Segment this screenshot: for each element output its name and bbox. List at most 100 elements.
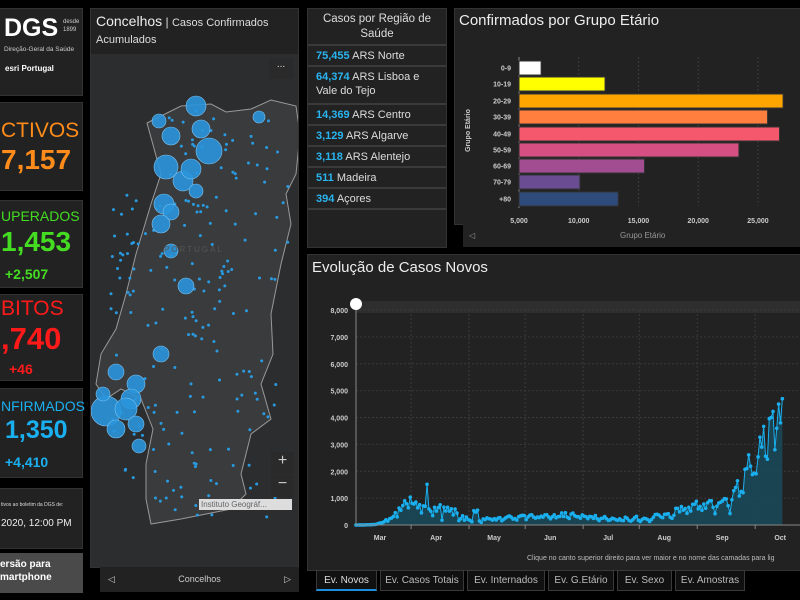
- data-point[interactable]: [442, 505, 446, 509]
- data-point[interactable]: [675, 506, 680, 511]
- concelho-dot[interactable]: [214, 195, 218, 199]
- concelho-dot[interactable]: [226, 259, 230, 263]
- data-point[interactable]: [756, 455, 760, 459]
- case-bubble[interactable]: [177, 277, 195, 295]
- concelho-dot[interactable]: [260, 359, 264, 363]
- data-point[interactable]: [696, 507, 701, 511]
- data-point[interactable]: [634, 514, 639, 519]
- concelho-dot[interactable]: [255, 397, 259, 401]
- data-point[interactable]: [414, 500, 418, 504]
- concelho-dot[interactable]: [143, 232, 147, 236]
- concelho-dot[interactable]: [194, 319, 198, 323]
- tab-ev-g-et-rio[interactable]: Ev. G.Etário: [548, 570, 614, 591]
- concelho-dot[interactable]: [274, 383, 278, 387]
- bar-30-39[interactable]: [518, 109, 769, 125]
- concelho-dot[interactable]: [220, 269, 224, 273]
- map-menu-button[interactable]: ...: [269, 59, 293, 79]
- data-point[interactable]: [746, 453, 751, 457]
- concelho-dot[interactable]: [207, 280, 211, 284]
- concelho-dot[interactable]: [159, 254, 163, 258]
- concelho-dot[interactable]: [276, 150, 280, 154]
- concelho-dot[interactable]: [191, 142, 195, 146]
- case-bubble[interactable]: [127, 415, 145, 433]
- bar-70-79[interactable]: [518, 174, 581, 190]
- data-point[interactable]: [621, 518, 626, 523]
- concelho-dot[interactable]: [189, 382, 193, 386]
- data-point[interactable]: [713, 511, 717, 516]
- data-point[interactable]: [458, 516, 463, 521]
- data-point[interactable]: [735, 478, 740, 483]
- data-point[interactable]: [406, 506, 411, 510]
- concelho-dot[interactable]: [221, 272, 225, 276]
- data-point[interactable]: [677, 510, 682, 514]
- data-point[interactable]: [470, 519, 474, 524]
- bar-10-19[interactable]: [518, 76, 606, 92]
- case-bubble[interactable]: [95, 386, 111, 402]
- data-point[interactable]: [464, 515, 469, 519]
- concelho-dot[interactable]: [255, 163, 259, 167]
- concelho-dot[interactable]: [121, 253, 125, 257]
- concelho-dot[interactable]: [265, 167, 269, 171]
- concelho-dot[interactable]: [126, 290, 130, 294]
- concelho-dot[interactable]: [251, 141, 255, 145]
- data-point[interactable]: [404, 501, 409, 506]
- data-point[interactable]: [393, 510, 398, 515]
- concelho-dot[interactable]: [202, 289, 206, 293]
- concelho-dot[interactable]: [180, 431, 184, 435]
- data-point[interactable]: [758, 435, 762, 439]
- concelho-dot[interactable]: [184, 152, 188, 156]
- concelho-dot[interactable]: [164, 496, 168, 500]
- tab-ev-amostras[interactable]: Ev. Amostras: [675, 570, 745, 591]
- concelho-dot[interactable]: [209, 478, 213, 482]
- data-point[interactable]: [432, 505, 437, 510]
- data-point[interactable]: [728, 511, 732, 516]
- data-point[interactable]: [688, 509, 693, 513]
- data-point[interactable]: [703, 506, 708, 511]
- concelho-dot[interactable]: [193, 465, 197, 469]
- concelho-dot[interactable]: [248, 486, 252, 490]
- concelho-dot[interactable]: [233, 172, 237, 176]
- concelho-dot[interactable]: [140, 433, 144, 437]
- concelho-dot[interactable]: [281, 201, 285, 205]
- data-point[interactable]: [687, 505, 691, 510]
- concelho-dot[interactable]: [190, 138, 194, 142]
- concelho-dot[interactable]: [223, 284, 227, 288]
- concelho-dot[interactable]: [247, 463, 251, 467]
- data-point[interactable]: [462, 518, 467, 522]
- map-attribution[interactable]: Instituto Geográf...: [199, 499, 292, 510]
- smartphone-version-button[interactable]: ersão para martphone: [0, 553, 83, 593]
- concelho-dot[interactable]: [113, 234, 117, 238]
- concelho-dot[interactable]: [187, 333, 191, 337]
- concelho-dot[interactable]: [114, 353, 118, 357]
- data-point[interactable]: [438, 503, 442, 507]
- concelho-dot[interactable]: [146, 406, 150, 410]
- data-point[interactable]: [436, 505, 441, 510]
- case-bubble[interactable]: [131, 438, 147, 454]
- concelho-dot[interactable]: [118, 251, 122, 255]
- data-point[interactable]: [769, 415, 773, 420]
- concelho-dot[interactable]: [125, 193, 129, 197]
- concelho-dot[interactable]: [190, 451, 194, 455]
- data-point[interactable]: [683, 506, 687, 511]
- range-slider-track[interactable]: [356, 301, 800, 313]
- concelho-dot[interactable]: [173, 365, 177, 369]
- concelho-dot[interactable]: [205, 205, 209, 209]
- data-point[interactable]: [561, 514, 566, 519]
- concelho-dot[interactable]: [159, 421, 163, 425]
- concelho-dot[interactable]: [183, 316, 187, 320]
- data-point[interactable]: [692, 502, 697, 507]
- data-point[interactable]: [733, 485, 738, 490]
- concelho-dot[interactable]: [153, 403, 157, 407]
- concelho-dot[interactable]: [160, 252, 164, 256]
- bar-50-59[interactable]: [518, 142, 740, 158]
- data-point[interactable]: [698, 504, 702, 509]
- concelho-dot[interactable]: [249, 134, 253, 138]
- data-point[interactable]: [726, 503, 730, 508]
- region-row[interactable]: 394 Açores: [308, 189, 446, 210]
- concelho-dot[interactable]: [136, 242, 140, 246]
- concelho-dot[interactable]: [190, 310, 194, 314]
- data-point[interactable]: [391, 514, 396, 519]
- data-point[interactable]: [715, 504, 719, 508]
- data-point[interactable]: [455, 511, 459, 515]
- data-point[interactable]: [679, 504, 684, 509]
